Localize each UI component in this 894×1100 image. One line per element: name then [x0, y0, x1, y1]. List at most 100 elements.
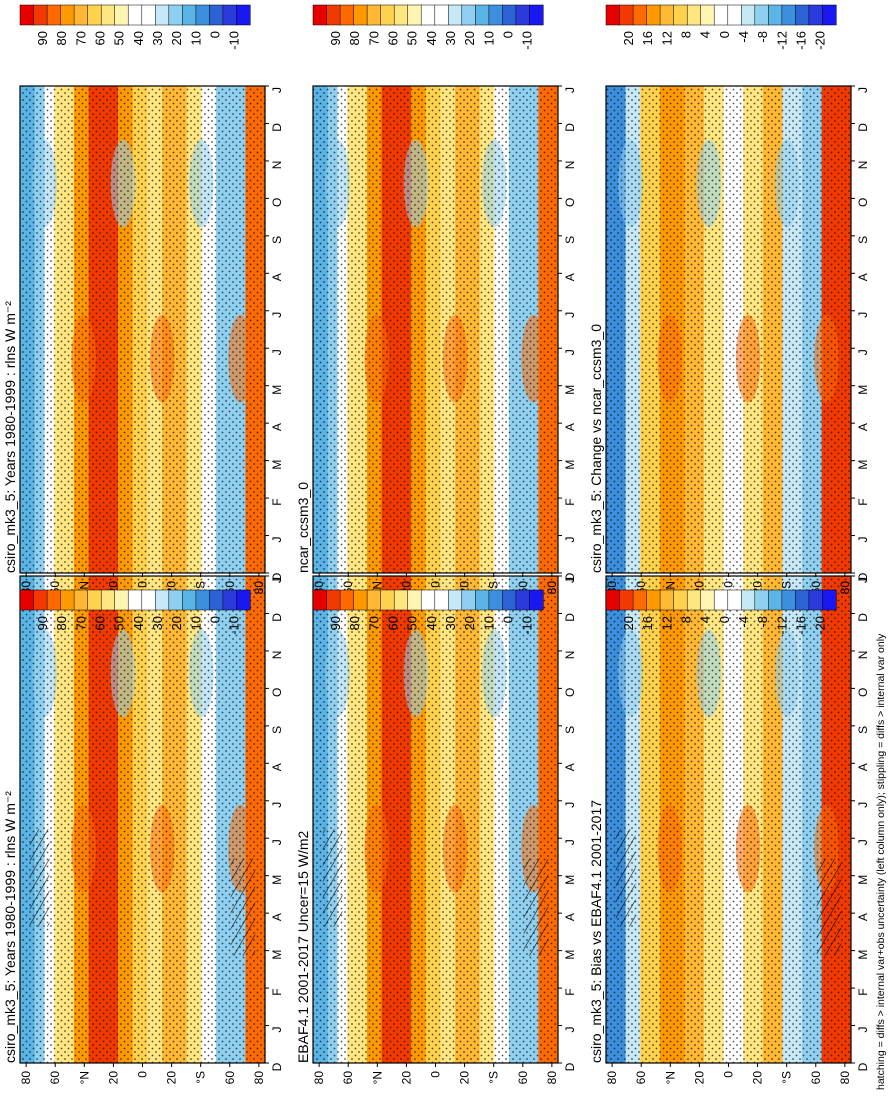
month-tick-label: D: [856, 572, 870, 581]
colorbar-swatch: [822, 4, 837, 26]
colorbar-label: 10: [481, 616, 496, 630]
month-tick-label: J: [270, 537, 284, 543]
colorbar-swatch: [168, 589, 183, 611]
colorbar-swatch: [713, 589, 729, 611]
colorbar-label: 70: [366, 616, 381, 630]
colorbar-label: -12: [774, 616, 789, 635]
colorbar-label: 80: [54, 616, 69, 630]
month-tick-label: N: [856, 651, 870, 660]
colorbar-swatch: [87, 4, 102, 26]
colorbar-swatch: [795, 4, 810, 26]
colorbar-swatch: [222, 4, 237, 26]
lat-tick-label: 0: [722, 581, 736, 588]
colorbar-label: 60: [93, 616, 108, 630]
month-tick-label: F: [856, 988, 870, 995]
colorbar-label: 40: [131, 31, 146, 45]
colorbar-swatch: [686, 589, 702, 611]
lat-tick-label: °N: [77, 1071, 91, 1084]
colorbar-label: 8: [679, 616, 694, 623]
colorbar-swatch: [19, 4, 35, 26]
month-tick-label: O: [856, 688, 870, 697]
month-tick-label: M: [563, 460, 577, 470]
month-tick-label: F: [563, 988, 577, 995]
lat-tick-label: °S: [780, 1071, 794, 1084]
month-tick-label: M: [563, 385, 577, 395]
month-tick-label: M: [270, 385, 284, 395]
colorbar-swatch: [168, 4, 183, 26]
colorbar-swatch: [33, 589, 48, 611]
month-tick-label: J: [856, 802, 870, 808]
colorbar-swatch: [529, 589, 544, 611]
colorbar-swatch: [781, 4, 796, 26]
colorbar: 90 80 70 60 50 40 30 20 10 0 -10: [19, 589, 251, 635]
month-tick-label: D: [563, 613, 577, 622]
hatching-overlay: [615, 829, 636, 927]
lat-tick-label: 60: [809, 1071, 823, 1085]
colorbar-swatch: [195, 589, 210, 611]
colorbar-swatch: [209, 4, 224, 26]
colorbar-swatch: [475, 589, 490, 611]
colorbar-swatch: [646, 4, 661, 26]
colorbar-swatch: [502, 4, 517, 26]
month-tick-label: J: [856, 577, 870, 583]
colorbar-label: 30: [443, 31, 458, 45]
month-tick-label: J: [270, 839, 284, 845]
lat-tick-label: 20: [692, 1071, 706, 1085]
colorbar-label: 90: [35, 616, 50, 630]
panel-title: csiro_mk3_5: Bias vs EBAF4.1 2001-2017: [588, 800, 604, 1063]
month-tick-label: A: [563, 423, 577, 431]
colorbar-label: 20: [169, 31, 184, 45]
colorbar-swatch: [312, 589, 328, 611]
colorbar-swatch: [182, 4, 197, 26]
lat-tick-label: 60: [341, 1071, 355, 1085]
stippling-overlay: [20, 86, 265, 573]
colorbar-swatch: [209, 589, 224, 611]
month-tick-label: M: [856, 950, 870, 960]
month-tick-label: J: [563, 1027, 577, 1033]
lat-tick-label: 0: [429, 1071, 443, 1078]
month-tick-label: J: [270, 349, 284, 355]
colorbar-swatch: [700, 4, 715, 26]
colorbar-label: 0: [208, 616, 223, 623]
colorbar-label: 30: [150, 31, 165, 45]
panel-title: ncar_ccsm3_0: [295, 482, 311, 573]
colorbar-label: -10: [227, 31, 242, 50]
colorbar-swatch: [727, 589, 742, 611]
colorbar-label: 10: [188, 616, 203, 630]
hatching-overlay: [816, 858, 842, 956]
colorbar-swatch: [741, 4, 756, 26]
colorbar: 90 80 70 60 50 40 30 20 10 0 -10: [312, 589, 544, 635]
month-tick-label: O: [563, 198, 577, 207]
colorbar-swatch: [182, 589, 197, 611]
colorbar-swatch: [155, 589, 170, 611]
colorbar-label: 50: [112, 31, 127, 45]
colorbar-swatch: [236, 4, 251, 26]
stippling-overlay: [606, 86, 851, 573]
colorbar-label: 20: [462, 616, 477, 630]
colorbar-label: 50: [112, 616, 127, 630]
lat-tick-label: 0: [136, 581, 150, 588]
colorbar-swatch: [60, 4, 75, 26]
colorbar-swatch: [673, 589, 688, 611]
month-tick-label: O: [270, 688, 284, 697]
colorbar-label: -8: [755, 31, 770, 43]
colorbar-swatch: [713, 4, 729, 26]
month-tick-label: O: [856, 198, 870, 207]
month-tick-label: J: [856, 839, 870, 845]
lat-tick-label: 60: [516, 1071, 530, 1085]
colorbar-swatch: [127, 589, 143, 611]
panel-layer: csiro_mk3_5: Years 1980-1999 : rlns W m⁻…: [2, 85, 870, 1085]
colorbar-swatch: [46, 589, 62, 611]
colorbar-label: -20: [813, 31, 828, 50]
month-tick-label: A: [563, 763, 577, 771]
month-tick-label: S: [856, 236, 870, 244]
month-tick-label: A: [563, 913, 577, 921]
colorbar-swatch: [808, 589, 823, 611]
colorbar-swatch: [822, 589, 837, 611]
colorbar-swatch: [515, 589, 530, 611]
lat-tick-label: °N: [370, 1071, 384, 1084]
lat-tick-label: °S: [194, 1071, 208, 1084]
colorbar-swatch: [461, 589, 476, 611]
month-tick-label: J: [563, 839, 577, 845]
heatmap-panel-4: csiro_mk3_5: Years 1980-1999 : rlns W m⁻…: [2, 85, 284, 594]
